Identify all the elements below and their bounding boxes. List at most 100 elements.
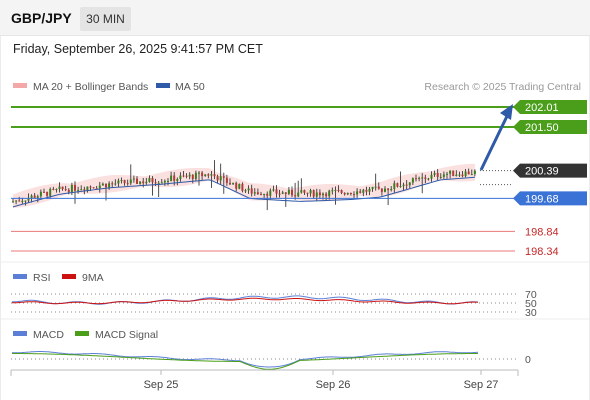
candle-body bbox=[260, 194, 262, 196]
candle-body bbox=[232, 182, 235, 185]
candle-body bbox=[188, 174, 191, 177]
candle-body bbox=[33, 195, 36, 198]
rsi-ma-line bbox=[11, 297, 479, 305]
rsi-legend-swatch bbox=[13, 274, 27, 279]
candle-body bbox=[368, 188, 371, 192]
candle-body bbox=[315, 192, 318, 197]
candle-body bbox=[331, 190, 334, 192]
candle-body bbox=[328, 190, 331, 197]
candle-body bbox=[126, 183, 129, 185]
candle-body bbox=[343, 192, 346, 195]
candle-body bbox=[58, 186, 61, 189]
level-tag-0 bbox=[513, 100, 587, 114]
rsi-50-label: 50 bbox=[525, 298, 537, 310]
candle-body bbox=[49, 188, 52, 196]
candle-body bbox=[145, 181, 148, 184]
candle-body bbox=[458, 174, 461, 176]
candle-body bbox=[297, 192, 300, 197]
candle-body bbox=[129, 179, 132, 184]
candle-body bbox=[229, 182, 231, 185]
candle-body bbox=[213, 174, 216, 177]
candle-body bbox=[411, 178, 414, 183]
candle-body bbox=[39, 191, 42, 197]
candle-body bbox=[322, 193, 324, 196]
candle-body bbox=[390, 188, 393, 191]
timeframe-button[interactable]: 30 MIN bbox=[80, 7, 131, 31]
candle-body bbox=[387, 188, 390, 191]
candle-body bbox=[461, 174, 464, 177]
candle-body bbox=[452, 170, 455, 177]
candle-body bbox=[77, 190, 80, 192]
macd-line bbox=[12, 351, 479, 368]
candles-group bbox=[12, 160, 476, 211]
candle-body bbox=[442, 174, 445, 177]
candle-body bbox=[362, 189, 365, 193]
candle-body bbox=[449, 170, 452, 174]
candle-body bbox=[250, 188, 253, 194]
candle-body bbox=[235, 182, 238, 189]
candle-body bbox=[154, 182, 157, 184]
candle-body bbox=[470, 174, 473, 176]
levels-group: 202.01 201.50 200.39 199.68 198.84 198.34 bbox=[11, 100, 587, 258]
candle-body bbox=[374, 186, 377, 188]
candle-body bbox=[334, 189, 337, 191]
candle-body bbox=[225, 177, 228, 183]
candle-body bbox=[89, 186, 92, 188]
forecast-arrow bbox=[479, 111, 511, 171]
chart-header: GBP/JPY 30 MIN bbox=[0, 0, 590, 36]
candle-body bbox=[464, 171, 467, 177]
candle-body bbox=[95, 188, 98, 190]
candle-body bbox=[74, 184, 76, 191]
symbol-title: GBP/JPY bbox=[11, 10, 72, 26]
candle-body bbox=[408, 182, 411, 186]
candle-body bbox=[266, 193, 269, 196]
candle-body bbox=[176, 178, 179, 181]
candle-body bbox=[70, 184, 73, 193]
level-label-0: 202.01 bbox=[525, 102, 559, 114]
ma50-legend-label: MA 50 bbox=[175, 81, 205, 93]
candle-body bbox=[55, 188, 58, 190]
macd-legend-swatch bbox=[13, 331, 27, 336]
candle-body bbox=[284, 192, 287, 195]
current-price-tag bbox=[513, 163, 587, 178]
candle-body bbox=[61, 186, 64, 190]
candle-body bbox=[346, 192, 349, 195]
candle-body bbox=[399, 186, 402, 188]
ma50-legend-swatch bbox=[156, 83, 170, 88]
candle-body bbox=[446, 173, 448, 175]
candle-body bbox=[418, 177, 421, 179]
rsi-30-label: 30 bbox=[525, 307, 537, 319]
candle-body bbox=[194, 172, 197, 180]
candle-body bbox=[201, 172, 204, 177]
level-label-1: 201.50 bbox=[525, 122, 559, 134]
candle-body bbox=[167, 180, 169, 182]
candle-body bbox=[272, 189, 275, 191]
candle-body bbox=[182, 175, 185, 177]
candle-body bbox=[108, 183, 111, 188]
candle-body bbox=[123, 180, 126, 184]
bollinger-bands bbox=[13, 163, 475, 209]
candle-body bbox=[377, 186, 380, 189]
candle-body bbox=[210, 174, 213, 176]
candle-body bbox=[46, 191, 49, 196]
candle-body bbox=[114, 183, 117, 185]
bollinger-fill bbox=[13, 163, 475, 209]
candle-body bbox=[120, 180, 123, 182]
candle-body bbox=[157, 182, 160, 184]
candle-body bbox=[356, 191, 359, 195]
candle-body bbox=[436, 172, 439, 177]
candle-body bbox=[439, 176, 442, 178]
level-label-4: 198.84 bbox=[525, 226, 559, 238]
candle-body bbox=[256, 192, 259, 195]
macd-signal-legend-swatch bbox=[75, 331, 89, 336]
candle-body bbox=[12, 201, 14, 203]
candle-body bbox=[325, 193, 328, 197]
candle-body bbox=[291, 189, 293, 196]
candle-body bbox=[222, 176, 225, 178]
candle-body bbox=[303, 190, 306, 193]
ma20-legend-swatch bbox=[13, 83, 27, 88]
ma20-legend-label: MA 20 + Bollinger Bands bbox=[33, 81, 148, 93]
candle-body bbox=[136, 178, 138, 184]
rsi-ma-legend-swatch bbox=[62, 274, 76, 279]
candle-body bbox=[185, 175, 188, 177]
